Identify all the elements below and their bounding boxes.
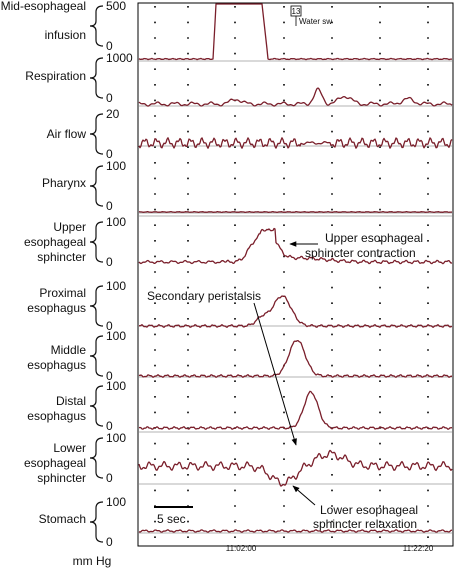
scale-top-value: 100 bbox=[106, 159, 126, 173]
scale-brace bbox=[89, 385, 104, 427]
channel-label: Distal bbox=[56, 394, 86, 408]
scale-brace bbox=[89, 221, 104, 263]
arrow-secondary-peristalsis bbox=[253, 302, 297, 446]
trace-middle bbox=[138, 339, 453, 378]
channel-label: esophagus bbox=[27, 301, 86, 315]
scale-bottom-value: 0 bbox=[106, 535, 113, 549]
trace-stomach bbox=[138, 529, 453, 533]
channel-label: Stomach bbox=[39, 512, 86, 526]
annotation-ues-contraction-2: sphincter contraction bbox=[305, 246, 416, 260]
event-marker-text: Water sw bbox=[299, 17, 332, 26]
scale-brace bbox=[89, 501, 104, 543]
scale-brace bbox=[89, 113, 104, 155]
scale-brace bbox=[89, 437, 104, 479]
channel-labels: Mid-esophageal infusion 500 0 Respiration 100… bbox=[1, 0, 133, 549]
scale-brace bbox=[89, 5, 104, 47]
scale-bottom-value: 0 bbox=[106, 147, 113, 161]
trace-pharynx bbox=[138, 210, 453, 214]
scale-brace bbox=[89, 57, 104, 99]
scale-bottom-value: 0 bbox=[106, 91, 113, 105]
scale-bottom-value: 0 bbox=[106, 419, 113, 433]
channel-label: Middle bbox=[51, 343, 87, 357]
event-marker-number: 13 bbox=[292, 7, 301, 16]
scale-bottom-value: 0 bbox=[106, 369, 113, 383]
trace-infusion bbox=[138, 3, 452, 61]
annotation-les-relaxation-2: sphincter relaxation bbox=[313, 517, 417, 531]
unit-label: mm Hg bbox=[73, 554, 112, 568]
annotation-ues-contraction-1: Upper esophageal bbox=[325, 231, 423, 245]
trace-distal bbox=[138, 390, 453, 430]
channel-label: Lower bbox=[53, 441, 86, 455]
time-tick-label: 11:02:00 bbox=[226, 544, 257, 553]
trace-lower-es bbox=[138, 449, 453, 487]
arrow-les-relaxation bbox=[292, 485, 316, 506]
scale-top-value: 100 bbox=[106, 495, 126, 509]
scale-top-value: 100 bbox=[106, 215, 126, 229]
annotation-les-relaxation-1: Lower esophageal bbox=[320, 503, 418, 517]
scale-top-value: 100 bbox=[106, 279, 126, 293]
time-scale-bar-label: 5 sec bbox=[157, 512, 186, 526]
trace-upper-es bbox=[138, 227, 453, 265]
time-tick-label: 11:22:20 bbox=[403, 544, 434, 553]
channel-label: esophagus bbox=[27, 409, 86, 423]
channel-label: esophagus bbox=[27, 358, 86, 372]
scale-brace bbox=[89, 335, 104, 377]
scale-top-value: 100 bbox=[106, 329, 126, 343]
pressure-traces bbox=[138, 3, 453, 534]
channel-label: Mid-esophageal bbox=[1, 0, 86, 13]
trace-respiration bbox=[138, 87, 453, 107]
scale-top-value: 500 bbox=[106, 0, 126, 13]
channel-label: esophageal bbox=[24, 235, 86, 249]
scale-bottom-value: 0 bbox=[106, 471, 113, 485]
channel-label: Proximal bbox=[39, 286, 86, 300]
channel-label: sphincter bbox=[37, 250, 86, 264]
scale-bottom-value: 0 bbox=[106, 255, 113, 269]
scale-top-value: 100 bbox=[106, 431, 126, 445]
scale-bottom-value: 0 bbox=[106, 199, 113, 213]
plot-border bbox=[137, 2, 454, 547]
scale-bottom-value: 0 bbox=[106, 319, 113, 333]
channel-label: esophageal bbox=[24, 456, 86, 470]
scale-brace bbox=[89, 165, 104, 207]
channel-label: Upper bbox=[53, 220, 86, 234]
scale-top-value: 100 bbox=[106, 379, 126, 393]
plot-frame bbox=[137, 2, 454, 547]
scale-brace bbox=[89, 285, 104, 327]
channel-label: Pharynx bbox=[42, 176, 86, 190]
channel-label: sphincter bbox=[37, 471, 86, 485]
annotation-secondary-peristalsis: Secondary peristalsis bbox=[147, 289, 261, 303]
channel-label: Respiration bbox=[25, 69, 86, 83]
channel-label: infusion bbox=[45, 28, 86, 42]
channel-label: Air flow bbox=[47, 127, 87, 141]
scale-top-value: 1000 bbox=[106, 51, 133, 65]
scale-bottom-value: 0 bbox=[106, 39, 113, 53]
trace-air-flow bbox=[138, 137, 453, 149]
trace-proximal bbox=[138, 295, 453, 328]
scale-top-value: 20 bbox=[106, 107, 120, 121]
